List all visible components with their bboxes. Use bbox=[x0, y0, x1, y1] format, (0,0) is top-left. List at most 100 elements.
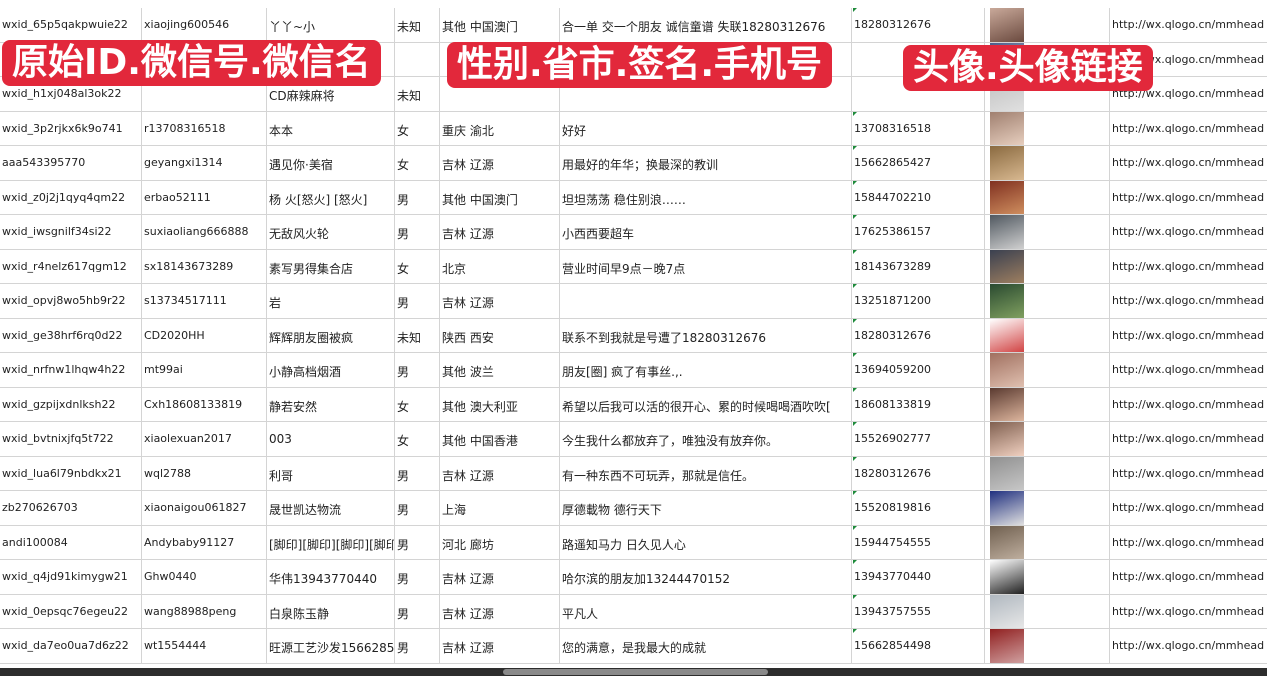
wechat-name-cell[interactable]: 静若安然 bbox=[267, 387, 395, 421]
phone-cell[interactable]: 18143673289 bbox=[852, 249, 985, 283]
gender-cell[interactable]: 男 bbox=[395, 629, 440, 663]
gender-cell[interactable]: 未知 bbox=[395, 318, 440, 352]
wechat-name-cell[interactable]: 丫丫~小 bbox=[267, 8, 395, 42]
wechat-name-cell[interactable]: 晟世凯达物流 bbox=[267, 491, 395, 525]
original-id-cell[interactable]: wxid_bvtnixjfq5t722 bbox=[0, 422, 142, 456]
signature-cell[interactable]: 好好 bbox=[560, 111, 852, 145]
original-id-cell[interactable]: wxid_lua6l79nbdkx21 bbox=[0, 456, 142, 490]
avatar-link-cell[interactable]: http://wx.qlogo.cn/mmhead bbox=[1112, 225, 1265, 238]
gender-cell[interactable]: 男 bbox=[395, 560, 440, 594]
wechat-name-cell[interactable]: 遇见你·美宿 bbox=[267, 146, 395, 180]
phone-cell[interactable]: 15662865427 bbox=[852, 146, 985, 180]
original-id-cell[interactable]: wxid_r4nelz617qgm12 bbox=[0, 249, 142, 283]
region-cell[interactable]: 吉林 辽源 bbox=[440, 629, 560, 663]
original-id-cell[interactable]: wxid_ge38hrf6rq0d22 bbox=[0, 318, 142, 352]
signature-cell[interactable]: 您的满意，是我最大的成就 bbox=[560, 629, 852, 663]
wechat-name-cell[interactable]: 华伟13943770440 bbox=[267, 560, 395, 594]
avatar-cell[interactable] bbox=[985, 284, 1110, 318]
signature-cell[interactable]: 有一种东西不可玩弄，那就是信任。 bbox=[560, 456, 852, 490]
wechat-name-cell[interactable]: 无敌风火轮 bbox=[267, 215, 395, 249]
signature-cell[interactable]: 路遥知马力 日久见人心 bbox=[560, 525, 852, 559]
region-cell[interactable]: 其他 波兰 bbox=[440, 353, 560, 387]
phone-cell[interactable]: 18280312676 bbox=[852, 456, 985, 490]
avatar-link-cell[interactable]: http://wx.qlogo.cn/mmhead bbox=[1112, 397, 1265, 411]
avatar-cell[interactable] bbox=[985, 629, 1110, 663]
gender-cell[interactable]: 女 bbox=[395, 422, 440, 456]
phone-cell[interactable]: 15944754555 bbox=[852, 525, 985, 559]
wechat-id-cell[interactable]: r13708316518 bbox=[142, 111, 267, 145]
gender-cell[interactable]: 男 bbox=[395, 594, 440, 628]
avatar-link-cell[interactable]: http://wx.qlogo.cn/mmhead bbox=[1112, 535, 1265, 549]
region-cell[interactable]: 重庆 渝北 bbox=[440, 111, 560, 145]
signature-cell[interactable] bbox=[560, 284, 852, 318]
region-cell[interactable]: 其他 中国澳门 bbox=[440, 8, 560, 42]
avatar-link-cell[interactable]: http://wx.qlogo.cn/mmhead bbox=[1112, 156, 1265, 169]
signature-cell[interactable]: 厚德載物 德行天下 bbox=[560, 491, 852, 525]
phone-cell[interactable]: 15662854498 bbox=[852, 629, 985, 663]
wechat-id-cell[interactable]: erbao52111 bbox=[142, 180, 267, 214]
signature-cell[interactable]: 哈尔滨的朋友加13244470152 bbox=[560, 560, 852, 594]
horizontal-scrollbar-thumb[interactable] bbox=[503, 669, 768, 675]
original-id-cell[interactable]: wxid_gzpijxdnlksh22 bbox=[0, 387, 142, 421]
gender-cell[interactable]: 男 bbox=[395, 456, 440, 490]
wechat-id-cell[interactable]: Andybaby91127 bbox=[142, 525, 267, 559]
avatar-cell[interactable] bbox=[985, 146, 1110, 180]
avatar-link-cell[interactable]: http://wx.qlogo.cn/mmhead bbox=[1112, 432, 1265, 445]
region-cell[interactable]: 其他 中国澳门 bbox=[440, 180, 560, 214]
region-cell[interactable]: 吉林 辽源 bbox=[440, 215, 560, 249]
gender-cell[interactable]: 男 bbox=[395, 525, 440, 559]
avatar-link-cell[interactable]: http://wx.qlogo.cn/mmhead bbox=[1112, 639, 1265, 652]
wechat-id-cell[interactable]: Ghw0440 bbox=[142, 560, 267, 594]
avatar-link-cell[interactable]: http://wx.qlogo.cn/mmhead bbox=[1112, 18, 1265, 31]
avatar-cell[interactable] bbox=[985, 249, 1110, 283]
gender-cell[interactable]: 未知 bbox=[395, 77, 440, 111]
avatar-cell[interactable] bbox=[985, 353, 1110, 387]
avatar-cell[interactable] bbox=[985, 456, 1110, 490]
original-id-cell[interactable]: wxid_opvj8wo5hb9r22 bbox=[0, 284, 142, 318]
avatar-link-cell[interactable]: http://wx.qlogo.cn/mmhead bbox=[1112, 501, 1265, 514]
wechat-id-cell[interactable]: xiaolexuan2017 bbox=[142, 422, 267, 456]
original-id-cell[interactable]: wxid_q4jd91kimygw21 bbox=[0, 560, 142, 594]
wechat-id-cell[interactable]: Cxh18608133819 bbox=[142, 387, 267, 421]
signature-cell[interactable]: 小西西要超车 bbox=[560, 215, 852, 249]
wechat-id-cell[interactable]: wang88988peng bbox=[142, 594, 267, 628]
wechat-name-cell[interactable] bbox=[267, 42, 395, 76]
avatar-cell[interactable] bbox=[985, 8, 1110, 42]
signature-cell[interactable]: 用最好的年华；换最深的教训 bbox=[560, 146, 852, 180]
region-cell[interactable]: 上海 bbox=[440, 491, 560, 525]
gender-cell[interactable]: 未知 bbox=[395, 8, 440, 42]
gender-cell[interactable] bbox=[395, 42, 440, 76]
phone-cell[interactable]: 13943757555 bbox=[852, 594, 985, 628]
region-cell[interactable]: 吉林 辽源 bbox=[440, 456, 560, 490]
gender-cell[interactable]: 男 bbox=[395, 180, 440, 214]
phone-cell[interactable] bbox=[852, 77, 985, 111]
avatar-link-cell[interactable]: http://wx.qlogo.cn/mmhead bbox=[1112, 259, 1265, 273]
region-cell[interactable]: 吉林 辽源 bbox=[440, 560, 560, 594]
region-cell[interactable]: 其他 中国香港 bbox=[440, 422, 560, 456]
signature-cell[interactable]: 坦坦荡荡 稳住别浪…… bbox=[560, 180, 852, 214]
signature-cell[interactable]: 今生我什么都放弃了，唯独没有放弃你。 bbox=[560, 422, 852, 456]
signature-cell[interactable]: 营业时间早9点－晚7点 bbox=[560, 249, 852, 283]
avatar-cell[interactable] bbox=[985, 594, 1110, 628]
gender-cell[interactable]: 男 bbox=[395, 215, 440, 249]
avatar-link-cell[interactable]: http://wx.qlogo.cn/mmhead bbox=[1112, 87, 1265, 100]
wechat-id-cell[interactable]: geyangxi1314 bbox=[142, 146, 267, 180]
avatar-cell[interactable] bbox=[985, 180, 1110, 214]
original-id-cell[interactable]: wxid_iwsgnilf34si22 bbox=[0, 215, 142, 249]
avatar-cell[interactable] bbox=[985, 422, 1110, 456]
gender-cell[interactable]: 女 bbox=[395, 111, 440, 145]
wechat-name-cell[interactable]: 素写男得集合店 bbox=[267, 249, 395, 283]
avatar-link-cell[interactable]: http://wx.qlogo.cn/mmhead bbox=[1112, 190, 1265, 204]
phone-cell[interactable]: 17625386157 bbox=[852, 215, 985, 249]
avatar-link-cell[interactable]: http://wx.qlogo.cn/mmhead bbox=[1112, 570, 1265, 583]
phone-cell[interactable]: 15526902777 bbox=[852, 422, 985, 456]
wechat-id-cell[interactable]: mt99ai bbox=[142, 353, 267, 387]
wechat-id-cell[interactable]: CD2020HH bbox=[142, 318, 267, 352]
wechat-name-cell[interactable]: 小静高档烟酒 bbox=[267, 353, 395, 387]
signature-cell[interactable] bbox=[560, 77, 852, 111]
avatar-cell[interactable] bbox=[985, 560, 1110, 594]
gender-cell[interactable]: 男 bbox=[395, 491, 440, 525]
region-cell[interactable]: 北京 bbox=[440, 249, 560, 283]
avatar-link-cell[interactable]: http://wx.qlogo.cn/mmhead bbox=[1112, 604, 1265, 618]
wechat-name-cell[interactable]: [脚印][脚印][脚印][脚印] bbox=[267, 525, 395, 559]
